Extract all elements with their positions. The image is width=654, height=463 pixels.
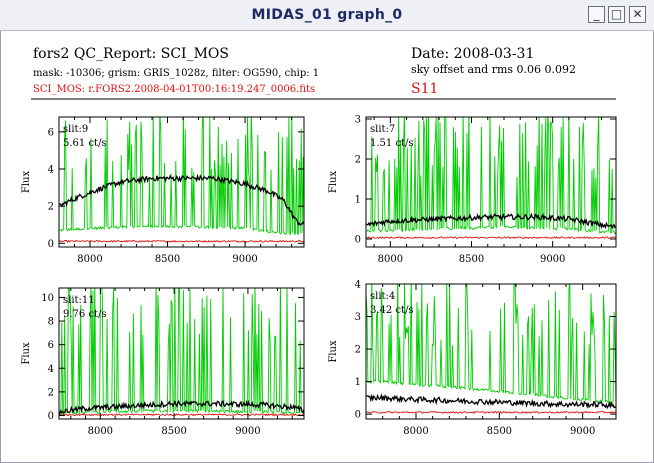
spectrum-panel-2: 8000 8500 9000 0 1 2 3 Flux slit:7 1.51 ct/s <box>328 115 617 265</box>
count-rate-label: 9.76 ct/s <box>63 309 107 320</box>
plot-area <box>366 284 616 414</box>
spectrum-panel-1: 8000 8500 9000 0 2 4 6 Flux slit:9 5.61 ct/s <box>21 116 305 265</box>
y-axis-label: Flux <box>21 342 32 365</box>
plot-area <box>59 288 304 417</box>
series-green-line <box>59 288 304 416</box>
y-axis-label: Flux <box>21 171 32 194</box>
x-tick-label: 8500 <box>459 254 484 265</box>
y-tick-label: 4 <box>355 280 361 291</box>
plot-frame <box>58 287 305 420</box>
x-tick-label: 9000 <box>540 254 565 265</box>
graph-window: fors2 QC_Report: SCI_MOS mask: -10306; g… <box>0 31 654 463</box>
x-tick-label: 9000 <box>235 426 260 437</box>
x-tick-label: 8000 <box>378 254 403 265</box>
iconify-button[interactable]: _ <box>588 6 605 23</box>
x-tick-label: 8000 <box>403 426 428 437</box>
series-green-line <box>366 284 616 405</box>
report-filename: SCI_MOS: r.FORS2.2008-04-01T00:16:19.247… <box>33 84 315 95</box>
slit-label: slit:9 <box>63 124 88 135</box>
plot-area <box>366 117 616 240</box>
y-tick-label: 3 <box>355 115 361 126</box>
sky-offset-rms: sky offset and rms 0.06 0.092 <box>411 63 576 76</box>
y-tick-label: 8 <box>48 317 54 328</box>
series-black-line <box>366 392 616 410</box>
slit-label: slit:11 <box>63 295 95 306</box>
series-black-line <box>59 399 304 415</box>
series-red-line <box>366 410 616 414</box>
x-tick-label: 8000 <box>88 426 113 437</box>
slit-id: S11 <box>411 81 438 97</box>
x-tick-label: 8500 <box>155 254 180 265</box>
report-params: mask: -10306; grism: GRIS_1028z, filter:… <box>33 68 319 79</box>
y-tick-label: 0 <box>355 410 361 421</box>
y-tick-label: 4 <box>48 165 54 176</box>
spectrum-panel-3: 8000 8500 9000 0 2 4 6 8 10 Flux slit:11 9.76 ct/s <box>21 287 305 437</box>
window-title: MIDAS_01 graph_0 <box>251 7 403 23</box>
series-black-line <box>59 173 304 226</box>
y-tick-label: 4 <box>48 364 54 375</box>
count-rate-label: 3.42 ct/s <box>370 305 414 316</box>
count-rate-label: 1.51 ct/s <box>370 138 414 149</box>
y-tick-label: 0 <box>48 411 54 422</box>
y-tick-label: 10 <box>41 293 54 304</box>
y-axis-label: Flux <box>328 340 339 363</box>
y-tick-label: 2 <box>355 155 361 166</box>
x-tick-label: 8500 <box>487 426 512 437</box>
report-date: Date: 2008-03-31 <box>411 46 534 62</box>
spectrum-panel-4: 8000 8500 9000 0 1 2 3 4 Flux slit:4 3.42 ct/s <box>328 280 617 437</box>
y-tick-label: 2 <box>355 345 361 356</box>
maximize-button[interactable]: □ <box>608 6 625 23</box>
slit-label: slit:4 <box>370 291 395 302</box>
y-tick-label: 0 <box>355 235 361 246</box>
x-tick-label: 9000 <box>570 426 595 437</box>
y-tick-label: 6 <box>48 340 54 351</box>
count-rate-label: 5.61 ct/s <box>63 138 107 149</box>
series-green-line <box>59 117 304 236</box>
close-button[interactable]: ✕ <box>629 6 646 23</box>
series-red-line <box>59 413 304 417</box>
y-tick-label: 6 <box>48 127 54 138</box>
graph-canvas: fors2 QC_Report: SCI_MOS mask: -10306; g… <box>21 46 617 437</box>
y-tick-label: 3 <box>355 312 361 323</box>
y-axis-label: Flux <box>328 171 339 194</box>
slit-label: slit:7 <box>370 124 395 135</box>
y-tick-label: 2 <box>48 387 54 398</box>
y-tick-label: 2 <box>48 202 54 213</box>
x-tick-label: 8500 <box>161 426 186 437</box>
plot-area <box>59 117 304 243</box>
plot-frame <box>365 116 617 248</box>
plot-frame <box>58 116 305 248</box>
plot-frame <box>365 283 617 420</box>
x-tick-label: 8000 <box>77 254 102 265</box>
window-titlebar[interactable]: MIDAS_01 graph_0 _ □ ✕ <box>0 0 654 31</box>
y-tick-label: 1 <box>355 377 361 388</box>
x-tick-label: 9000 <box>232 254 257 265</box>
y-tick-label: 1 <box>355 195 361 206</box>
series-green-line <box>366 117 616 235</box>
report-title: fors2 QC_Report: SCI_MOS <box>33 46 229 62</box>
y-tick-label: 0 <box>48 239 54 250</box>
series-red-line <box>59 239 304 243</box>
series-black-line <box>366 212 616 230</box>
series-red-line <box>366 236 616 240</box>
